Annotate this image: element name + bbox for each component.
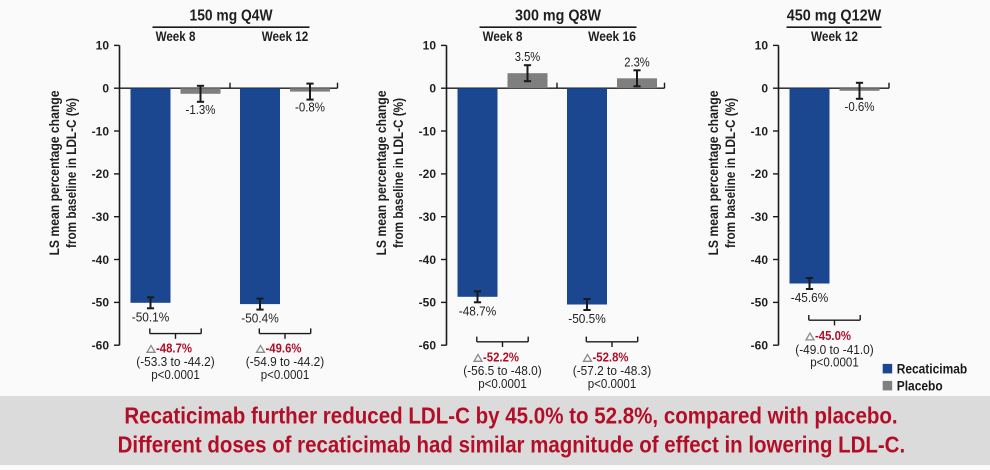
svg-text:Different doses of recaticimab: Different doses of recaticimab had simil…	[118, 431, 906, 457]
svg-text:-40: -40	[419, 253, 437, 267]
svg-text:0: 0	[429, 82, 436, 96]
svg-text:-60: -60	[419, 339, 437, 353]
svg-text:Week 12: Week 12	[262, 29, 309, 44]
svg-text:-20: -20	[419, 167, 437, 181]
svg-text:3.5%: 3.5%	[515, 49, 541, 64]
svg-text:-50: -50	[751, 296, 769, 310]
svg-text:10: 10	[423, 39, 437, 53]
svg-text:0: 0	[102, 82, 109, 96]
svg-text:-52.8%: -52.8%	[593, 350, 629, 365]
svg-text:-30: -30	[92, 210, 110, 224]
svg-text:-20: -20	[751, 167, 769, 181]
svg-text:-10: -10	[419, 124, 437, 138]
svg-text:-50.4%: -50.4%	[241, 311, 279, 326]
svg-text:Week 12: Week 12	[811, 29, 858, 44]
svg-text:-48.7%: -48.7%	[156, 341, 192, 356]
svg-text:10: 10	[96, 39, 110, 53]
svg-text:0: 0	[761, 82, 768, 96]
svg-text:Week 16: Week 16	[588, 29, 636, 44]
svg-text:-49.6%: -49.6%	[266, 341, 302, 356]
svg-text:450 mg Q12W: 450 mg Q12W	[787, 8, 882, 25]
svg-text:-40: -40	[92, 253, 110, 267]
svg-text:-50.1%: -50.1%	[132, 309, 170, 324]
svg-text:-52.2%: -52.2%	[483, 350, 519, 365]
svg-text:Week 8: Week 8	[483, 29, 523, 44]
svg-text:-20: -20	[92, 167, 110, 181]
svg-text:Recaticimab: Recaticimab	[897, 361, 968, 376]
svg-text:-48.7%: -48.7%	[459, 303, 497, 318]
svg-text:-50: -50	[419, 296, 437, 310]
svg-text:-50.5%: -50.5%	[568, 311, 606, 326]
svg-text:-40: -40	[751, 253, 769, 267]
svg-text:-60: -60	[751, 339, 769, 353]
svg-text:LS mean percentage change: LS mean percentage change	[706, 90, 721, 255]
svg-text:Placebo: Placebo	[897, 378, 943, 393]
svg-text:p<0.0001: p<0.0001	[810, 354, 859, 369]
svg-text:150 mg Q4W: 150 mg Q4W	[190, 8, 274, 25]
svg-text:300 mg Q8W: 300 mg Q8W	[515, 8, 602, 25]
svg-text:(-49.0 to -41.0): (-49.0 to -41.0)	[795, 342, 874, 357]
svg-text:Recaticimab further reduced LD: Recaticimab further reduced LDL-C by 45.…	[124, 403, 897, 429]
svg-text:p<0.0001: p<0.0001	[588, 376, 637, 391]
svg-text:2.3%: 2.3%	[624, 54, 650, 69]
svg-text:-45.6%: -45.6%	[791, 290, 829, 305]
svg-text:-1.3%: -1.3%	[186, 102, 216, 117]
svg-text:Week 8: Week 8	[156, 29, 196, 44]
svg-text:-0.6%: -0.6%	[845, 99, 875, 114]
svg-text:10: 10	[755, 39, 769, 53]
svg-text:(-54.9 to -44.2): (-54.9 to -44.2)	[246, 354, 325, 369]
svg-text:(-53.3 to -44.2): (-53.3 to -44.2)	[136, 354, 215, 369]
svg-text:(-57.2 to -48.3): (-57.2 to -48.3)	[573, 363, 652, 378]
svg-text:-45.0%: -45.0%	[815, 328, 851, 343]
svg-text:-50: -50	[92, 296, 110, 310]
svg-text:-30: -30	[751, 210, 769, 224]
svg-text:LS mean percentage change: LS mean percentage change	[374, 90, 389, 255]
svg-text:p<0.0001: p<0.0001	[478, 376, 527, 391]
svg-text:-0.8%: -0.8%	[295, 100, 325, 115]
svg-text:from baseline in LDL-C (%): from baseline in LDL-C (%)	[723, 98, 738, 248]
svg-text:LS mean percentage change: LS mean percentage change	[47, 90, 62, 255]
svg-text:-10: -10	[751, 124, 769, 138]
svg-text:-10: -10	[92, 124, 110, 138]
svg-text:p<0.0001: p<0.0001	[261, 367, 310, 382]
svg-text:-60: -60	[92, 339, 110, 353]
svg-text:-30: -30	[419, 210, 437, 224]
svg-text:p<0.0001: p<0.0001	[151, 367, 200, 382]
svg-text:from baseline in LDL-C (%): from baseline in LDL-C (%)	[391, 98, 406, 248]
svg-text:from baseline in LDL-C (%): from baseline in LDL-C (%)	[64, 98, 79, 248]
svg-text:(-56.5 to -48.0): (-56.5 to -48.0)	[463, 363, 542, 378]
